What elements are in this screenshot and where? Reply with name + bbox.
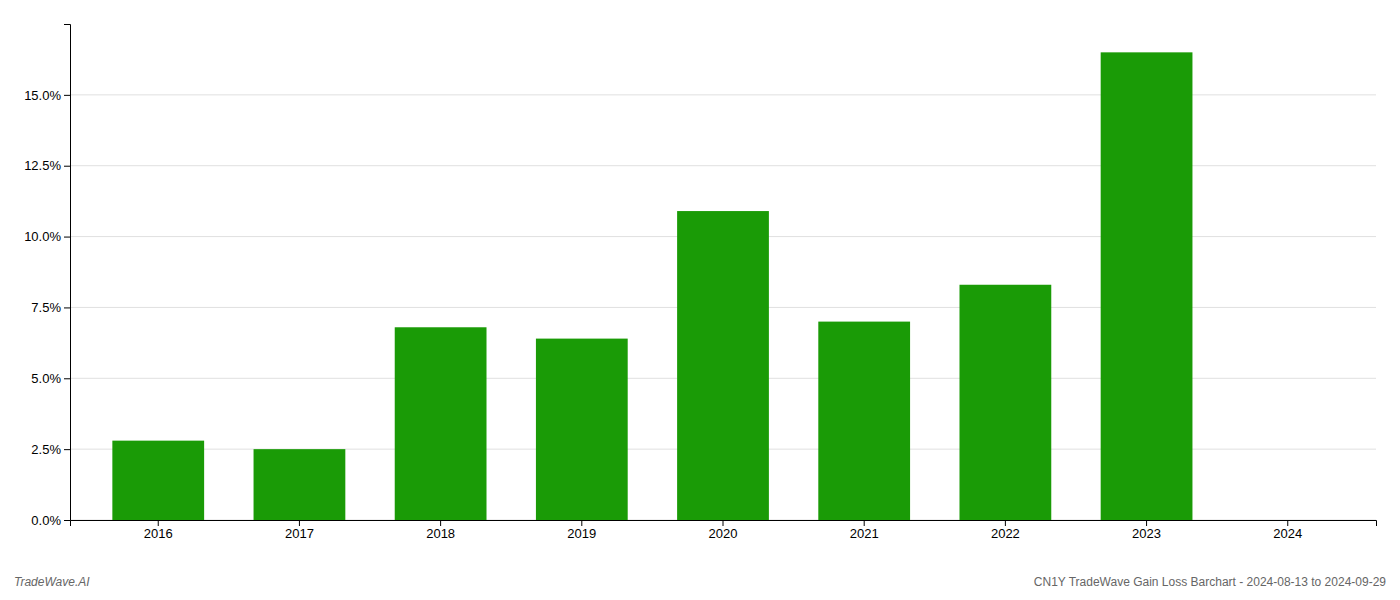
x-tick-mark <box>581 520 582 526</box>
x-tick: 2024 <box>1273 520 1302 541</box>
y-tick-mark <box>64 449 70 450</box>
x-tick-mark <box>1146 520 1147 526</box>
y-tick-mark <box>64 307 70 308</box>
y-tick: 5.0% <box>31 371 70 386</box>
x-tick-label: 2019 <box>567 526 596 541</box>
y-tick-mark <box>64 166 70 167</box>
y-tick: 0.0% <box>31 513 70 528</box>
y-tick-label: 15.0% <box>24 88 61 103</box>
x-tick: 2022 <box>991 520 1020 541</box>
x-tick-mark <box>158 520 159 526</box>
y-tick: 15.0% <box>24 88 70 103</box>
x-tick-mark <box>1287 520 1288 526</box>
y-tick-mark <box>64 95 70 96</box>
x-tick: 2018 <box>426 520 455 541</box>
y-tick-label: 10.0% <box>24 229 61 244</box>
y-tick: 10.0% <box>24 229 70 244</box>
y-tick: 2.5% <box>31 442 70 457</box>
x-tick-label: 2024 <box>1273 526 1302 541</box>
y-tick-mark <box>64 237 70 238</box>
footer: TradeWave.AI CN1Y TradeWave Gain Loss Bar… <box>14 575 1386 589</box>
x-tick: 2017 <box>285 520 314 541</box>
x-axis-line <box>71 521 1377 527</box>
bar <box>1101 52 1193 520</box>
x-tick-label: 2017 <box>285 526 314 541</box>
x-tick-label: 2020 <box>709 526 738 541</box>
x-tick: 2016 <box>144 520 173 541</box>
y-tick-label: 5.0% <box>31 371 61 386</box>
x-tick: 2021 <box>850 520 879 541</box>
x-tick-label: 2016 <box>144 526 173 541</box>
y-tick-label: 12.5% <box>24 158 61 173</box>
x-tick-mark <box>440 520 441 526</box>
bar <box>254 449 346 520</box>
x-tick-label: 2022 <box>991 526 1020 541</box>
y-tick-mark <box>64 520 70 521</box>
y-tick-label: 2.5% <box>31 442 61 457</box>
x-tick: 2020 <box>709 520 738 541</box>
y-axis: 0.0% 2.5% 5.0% 7.5% 10.0% 12.5% 15.0% <box>24 25 70 528</box>
bar <box>395 327 487 520</box>
bar <box>959 285 1051 520</box>
x-axis: 2016 2017 2018 2019 2020 2021 2022 2023 2024 <box>71 520 1377 541</box>
x-tick-mark <box>1005 520 1006 526</box>
chart-svg: 0.0%2.5%5.0%7.5%10.0%12.5%15.0%201620172… <box>0 0 1400 600</box>
y-tick-label: 0.0% <box>31 513 61 528</box>
y-axis-line <box>64 25 71 521</box>
plot-area: 0.0%2.5%5.0%7.5%10.0%12.5%15.0%201620172… <box>24 25 1376 542</box>
footer-text: CN1Y TradeWave Gain Loss Barchart - 2024… <box>1034 575 1387 589</box>
y-tick: 7.5% <box>31 300 70 315</box>
y-tick-mark <box>64 378 70 379</box>
x-tick: 2023 <box>1132 520 1161 541</box>
y-tick: 12.5% <box>24 158 70 173</box>
bar <box>536 339 628 520</box>
y-tick-label: 7.5% <box>31 300 61 315</box>
bar <box>112 441 204 520</box>
x-tick-label: 2018 <box>426 526 455 541</box>
x-tick-label: 2021 <box>850 526 879 541</box>
bar <box>818 322 910 520</box>
x-tick-mark <box>299 520 300 526</box>
x-tick: 2019 <box>567 520 596 541</box>
bar <box>677 211 769 520</box>
x-tick-mark <box>723 520 724 526</box>
x-tick-mark <box>864 520 865 526</box>
x-tick-label: 2023 <box>1132 526 1161 541</box>
footer-text: TradeWave.AI <box>14 575 90 589</box>
bars <box>112 52 1192 520</box>
bar <box>1242 520 1334 521</box>
